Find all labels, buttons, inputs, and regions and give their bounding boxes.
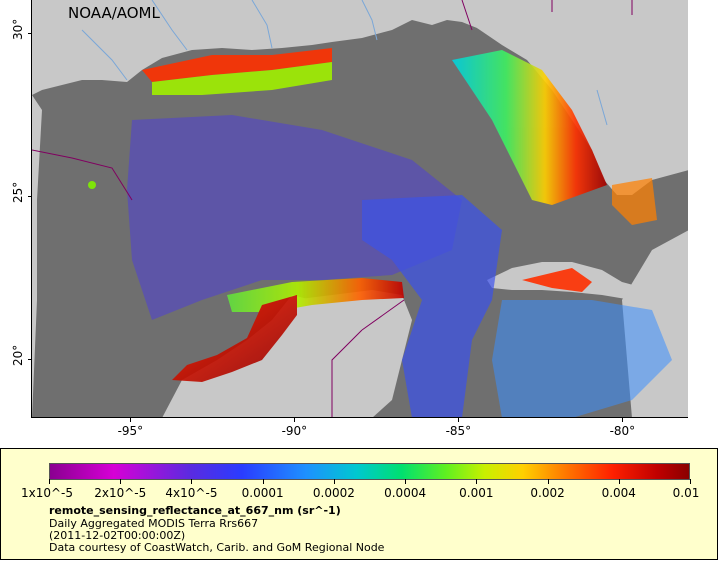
colorbar-label: 0.002 <box>530 486 565 500</box>
lat-tick-mark <box>28 359 32 361</box>
lon-tick-label: -85° <box>445 424 472 438</box>
rivers-layer <box>81 0 608 126</box>
map-image <box>32 0 688 417</box>
lat-tick-label: 30° <box>11 18 25 40</box>
colorbar-tick <box>49 479 50 484</box>
colorbar-tick <box>547 479 549 484</box>
legend-panel: remote_sensing_reflectance_at_667_nm (sr… <box>0 448 718 560</box>
land-yucatan <box>292 290 412 417</box>
lon-tick-label: -90° <box>281 424 308 438</box>
colorbar <box>49 463 690 480</box>
ocean-data-layer <box>88 48 672 417</box>
colorbar-tick <box>120 479 122 484</box>
colorbar-label: 1x10^-5 <box>20 486 74 500</box>
colorbar-label: 0.004 <box>601 486 636 500</box>
lon-tick-mark <box>130 418 132 422</box>
land-us-gulf-coast <box>32 0 688 417</box>
legend-source-line: Data courtesy of CoastWatch, Carib. and … <box>49 541 385 554</box>
land-florida <box>477 28 652 195</box>
colorbar-tick <box>333 479 335 484</box>
colorbar-tick <box>405 479 407 484</box>
lat-tick-mark <box>28 195 32 197</box>
colorbar-tick <box>618 479 620 484</box>
colorbar-label: 0.0002 <box>312 486 355 500</box>
legend-variable-title: remote_sensing_reflectance_at_667_nm (sr… <box>49 504 341 517</box>
lat-tick-mark <box>28 32 32 34</box>
colorbar-label: 4x10^-5 <box>165 486 218 500</box>
legend-product-line: Daily Aggregated MODIS Terra Rrs667 <box>49 517 259 530</box>
colorbar-label: 2x10^-5 <box>94 486 147 500</box>
lon-tick-mark <box>294 418 296 422</box>
colorbar-label: 0.001 <box>459 486 494 500</box>
colorbar-tick <box>476 479 478 484</box>
colorbar-label: 0.0004 <box>384 486 427 500</box>
lon-tick-label: -80° <box>609 424 636 438</box>
lon-tick-mark <box>622 418 624 422</box>
legend-date-line: (2011-12-02T00:00:00Z) <box>49 529 186 542</box>
map-credit: NOAA/AOML <box>68 4 160 22</box>
colorbar-tick <box>690 479 691 484</box>
colorbar-label: 0.01 <box>672 486 700 500</box>
colorbar-tick <box>262 479 264 484</box>
map-panel[interactable]: NOAA/AOML <box>31 0 688 418</box>
lat-tick-label: 25° <box>11 181 25 203</box>
borders-layer <box>32 0 633 417</box>
lon-tick-label: -95° <box>117 424 144 438</box>
colorbar-label: 0.0001 <box>241 486 284 500</box>
land-cuba <box>487 262 688 312</box>
colorbar-tick <box>191 479 193 484</box>
lat-tick-label: 20° <box>11 344 25 367</box>
lon-tick-mark <box>458 418 460 422</box>
